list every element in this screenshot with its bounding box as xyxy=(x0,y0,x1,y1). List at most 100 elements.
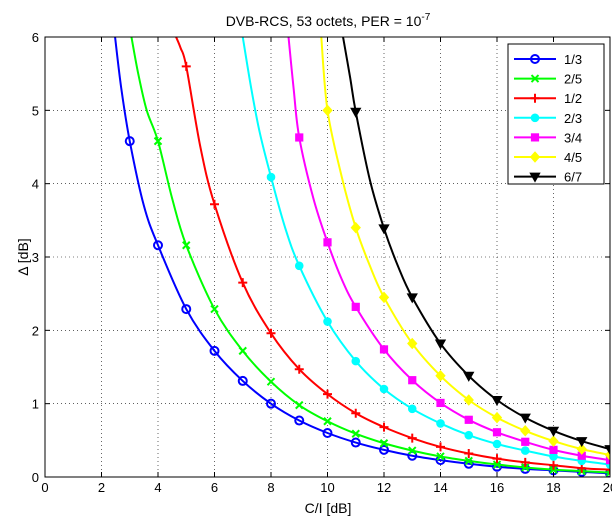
data-point xyxy=(463,394,474,406)
legend-entry: 4/5 xyxy=(514,150,582,165)
x-axis-label: C/I [dB] xyxy=(305,500,352,516)
legend-entry: 2/3 xyxy=(514,111,582,126)
chart-title: DVB-RCS, 53 octets, PER = 10-7 xyxy=(226,12,431,29)
data-point xyxy=(295,400,304,410)
data-point xyxy=(435,370,446,382)
series-1 xyxy=(114,37,610,477)
data-point xyxy=(266,328,276,338)
data-point xyxy=(520,446,530,455)
y-axis-label: Δ [dB] xyxy=(15,238,31,275)
series-5 xyxy=(287,37,610,465)
data-point xyxy=(463,371,475,382)
y-tick-label: 2 xyxy=(32,323,39,338)
axis-ticks: 024681012141618200123456 xyxy=(32,30,612,495)
legend-marker xyxy=(530,54,540,64)
data-point xyxy=(238,278,248,288)
data-point xyxy=(323,389,332,399)
legend-marker xyxy=(530,113,540,123)
data-point xyxy=(181,61,191,71)
data-point xyxy=(521,463,530,472)
y-tick-label: 3 xyxy=(32,250,39,265)
legend-entry: 2/5 xyxy=(514,72,582,87)
data-point xyxy=(408,446,417,455)
data-point xyxy=(153,240,163,251)
y-tick-label: 0 xyxy=(32,470,39,485)
data-point xyxy=(408,376,417,385)
series-line xyxy=(287,37,610,462)
data-point xyxy=(238,346,247,356)
data-point xyxy=(520,457,530,467)
data-point xyxy=(406,293,418,304)
series-3 xyxy=(175,37,610,475)
legend-label: 2/3 xyxy=(564,111,582,126)
data-point xyxy=(549,445,558,454)
legend-marker xyxy=(529,151,541,163)
data-point xyxy=(436,398,445,408)
data-point xyxy=(379,422,389,432)
data-point xyxy=(520,425,531,437)
legend-entry: 6/7 xyxy=(514,170,582,185)
series-2 xyxy=(130,37,610,477)
data-point xyxy=(379,439,389,448)
legend-entry: 3/4 xyxy=(514,130,582,145)
x-tick-label: 0 xyxy=(41,480,48,495)
series-layer xyxy=(114,37,610,477)
x-tick-label: 6 xyxy=(211,480,218,495)
data-point xyxy=(350,221,361,234)
y-tick-label: 1 xyxy=(32,397,39,412)
series-7 xyxy=(342,37,610,456)
data-point xyxy=(351,302,360,311)
legend-box xyxy=(507,43,605,185)
data-point xyxy=(295,133,304,142)
data-point xyxy=(604,445,610,456)
legend-entry: 1/3 xyxy=(514,52,582,67)
data-point xyxy=(181,304,192,315)
x-tick-label: 4 xyxy=(154,480,161,495)
data-point xyxy=(237,375,248,386)
legend-label: 2/5 xyxy=(564,72,582,87)
data-point xyxy=(378,291,390,304)
data-point xyxy=(464,456,473,466)
data-point xyxy=(266,377,276,386)
x-tick-label: 20 xyxy=(603,480,612,495)
x-tick-label: 10 xyxy=(320,480,334,495)
data-point xyxy=(576,437,588,448)
data-point xyxy=(210,304,219,314)
data-point xyxy=(519,413,531,424)
data-point xyxy=(266,172,276,182)
data-point xyxy=(182,241,191,250)
legend-label: 1/3 xyxy=(564,52,582,67)
x-tick-label: 2 xyxy=(98,480,105,495)
data-point xyxy=(491,396,503,407)
data-point xyxy=(436,419,445,428)
data-point xyxy=(294,261,304,271)
data-point xyxy=(350,107,362,118)
data-point xyxy=(407,337,418,350)
data-point xyxy=(492,454,502,464)
data-point xyxy=(323,238,332,247)
data-point xyxy=(549,460,558,470)
legend-marker xyxy=(530,93,540,103)
series-line xyxy=(114,37,610,475)
data-point xyxy=(379,345,389,354)
legend-label: 4/5 xyxy=(564,150,582,165)
data-point xyxy=(323,317,332,326)
data-point xyxy=(379,384,389,394)
legend-marker xyxy=(530,133,540,142)
data-point xyxy=(492,428,502,437)
data-point xyxy=(351,356,361,366)
legend-label: 3/4 xyxy=(564,130,582,145)
legend: 1/3 2/5 1/2 2/3 3/4 4/5 6/7 xyxy=(507,43,605,185)
data-point xyxy=(351,408,361,418)
data-point xyxy=(407,433,417,443)
legend-label: 1/2 xyxy=(564,91,582,106)
x-tick-label: 8 xyxy=(267,480,274,495)
data-point xyxy=(547,426,560,437)
data-point xyxy=(436,442,445,452)
data-point xyxy=(464,449,474,459)
data-point xyxy=(605,465,610,475)
data-point xyxy=(464,415,473,424)
data-point xyxy=(576,443,587,455)
data-point xyxy=(351,429,360,438)
